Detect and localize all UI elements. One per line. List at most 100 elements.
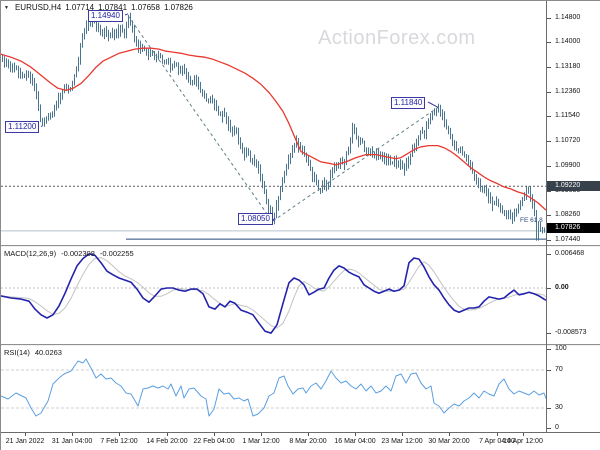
macd-panel: MACD(12,26,9) -0.002308 -0.002255 xyxy=(1,247,600,344)
symbol-timeframe-label: EURUSD,H4 xyxy=(14,3,62,12)
rsi-panel: RSI(14) 40.0263 xyxy=(1,346,600,432)
axis-tick-mark xyxy=(547,116,551,117)
time-axis-label: 31 Jan 04:00 xyxy=(51,438,93,445)
time-axis-label: 14 Feb 20:00 xyxy=(146,438,188,445)
axis-tick-mark xyxy=(547,42,551,43)
watermark: ActionForex.com xyxy=(318,27,476,49)
chart-title: ▼ EURUSD,H4 1.07714 1.07841 1.07658 1.07… xyxy=(4,3,193,12)
axis-tick-mark xyxy=(547,288,551,289)
swing-price-label[interactable]: 1.08050 xyxy=(238,213,273,225)
rsi-axis-tick-label: 0 xyxy=(555,424,559,431)
time-axis-label: 23 Mar 12:00 xyxy=(381,438,423,445)
price-axis-tick-label: 1.14000 xyxy=(555,38,581,45)
time-axis-label: 7 Feb 12:00 xyxy=(100,438,138,445)
swing-label-leader xyxy=(427,101,439,108)
macd-plot[interactable] xyxy=(1,247,546,344)
macd-axis-tick-label: 0.00 xyxy=(555,284,569,291)
plot-right-frame xyxy=(546,1,547,432)
time-axis-tick-mark xyxy=(261,433,262,436)
macd-signal-line xyxy=(1,257,546,329)
price-axis-tick-label: 1.14800 xyxy=(555,14,581,21)
time-axis-label: 8 Mar 20:00 xyxy=(289,438,327,445)
macd-axis-tick-label: -0.008573 xyxy=(555,329,587,336)
axis-tick-mark xyxy=(547,349,551,350)
time-axis-label: 1 Mar 12:00 xyxy=(242,438,280,445)
axis-tick-mark xyxy=(547,370,551,371)
axis-tick-mark xyxy=(547,92,551,93)
rsi-axis-tick-label: 100 xyxy=(555,345,567,352)
swing-price-label[interactable]: 1.11840 xyxy=(391,97,426,109)
rsi-axis-tick-label: 30 xyxy=(555,404,563,411)
price-axis[interactable]: 1.14800 1.14000 1.13180 1.12360 1.11540 1.107… xyxy=(547,1,600,245)
rsi-axis-tick-label: 70 xyxy=(555,366,563,373)
axis-tick-mark xyxy=(547,18,551,19)
time-axis-tick-mark xyxy=(449,433,450,436)
time-axis-label: 7 Apr 04:00 xyxy=(479,438,515,445)
price-axis-tick-label: 1.12360 xyxy=(555,88,581,95)
quote-high: 1.07841 xyxy=(98,3,128,12)
axis-tick-mark xyxy=(547,215,551,216)
axis-tick-mark xyxy=(547,141,551,142)
quote-low: 1.07658 xyxy=(131,3,160,12)
macd-label: MACD(12,26,9) -0.002308 -0.002255 xyxy=(4,249,134,258)
time-axis-label: 16 Mar 04:00 xyxy=(334,438,376,445)
axis-tick-mark xyxy=(547,240,551,241)
swing-price-label[interactable]: 1.11200 xyxy=(5,121,40,133)
time-axis-label: 21 Jan 2022 xyxy=(5,438,45,445)
price-axis-tick-label: 1.11540 xyxy=(555,112,580,119)
price-tag: 1.07826 xyxy=(547,223,600,233)
time-axis[interactable]: 21 Jan 2022 31 Jan 04:00 7 Feb 12:00 14 Feb… xyxy=(1,432,600,450)
trendline xyxy=(127,15,273,222)
price-tag: 1.09220 xyxy=(547,181,600,191)
swing-label-leader xyxy=(40,125,43,128)
time-axis-tick-mark xyxy=(308,433,309,436)
macd-name: MACD(12,26,9) xyxy=(4,249,57,258)
price-panel: ActionForex.com ▼ EURUSD,H4 1.07714 1.07… xyxy=(1,1,600,245)
moving-average-line xyxy=(1,47,546,211)
time-axis-label: 14 Apr 12:00 xyxy=(503,438,543,445)
trendline xyxy=(272,106,439,222)
macd-main-line xyxy=(1,253,546,334)
axis-tick-mark xyxy=(547,408,551,409)
price-axis-tick-label: 1.07440 xyxy=(555,236,581,243)
axis-tick-mark xyxy=(547,428,551,429)
dropdown-triangle-icon[interactable]: ▼ xyxy=(4,4,9,11)
macd-value-main: -0.002308 xyxy=(61,249,95,258)
rsi-line xyxy=(1,358,546,417)
price-axis-tick-label: 1.13180 xyxy=(555,63,581,70)
rsi-value: 40.0263 xyxy=(34,348,62,357)
time-axis-tick-mark xyxy=(25,433,26,436)
quote-close: 1.07826 xyxy=(163,3,193,12)
rsi-label: RSI(14) 40.0263 xyxy=(4,348,62,357)
axis-tick-mark xyxy=(547,67,551,68)
axis-tick-mark xyxy=(547,166,551,167)
time-axis-label: 30 Mar 20:00 xyxy=(428,438,470,445)
panel-separator[interactable] xyxy=(1,344,600,347)
price-axis-tick-label: 1.10720 xyxy=(555,137,581,144)
panel-separator[interactable] xyxy=(1,245,600,248)
price-axis-tick-label: 1.09900 xyxy=(555,162,581,169)
time-axis-tick-mark xyxy=(214,433,215,436)
time-axis-label: 22 Feb 04:00 xyxy=(193,438,235,445)
rsi-axis[interactable]: 100 70 30 0 xyxy=(547,345,600,432)
rsi-plot[interactable] xyxy=(1,346,546,432)
time-axis-tick-mark xyxy=(355,433,356,436)
fib-expansion-label[interactable]: FE 61.8 xyxy=(520,217,543,224)
price-axis-tick-label: 1.08260 xyxy=(555,211,581,218)
time-axis-tick-mark xyxy=(402,433,403,436)
time-axis-tick-mark xyxy=(119,433,120,436)
axis-tick-mark xyxy=(547,333,551,334)
rsi-name: RSI(14) xyxy=(4,348,30,357)
macd-axis-tick-label: 0.006468 xyxy=(555,250,585,257)
time-axis-tick-mark xyxy=(167,433,168,436)
swing-label-leader xyxy=(124,13,129,16)
macd-axis[interactable]: 0.006468 0.00 -0.008573 xyxy=(547,247,600,344)
time-axis-tick-mark xyxy=(497,433,498,436)
swing-price-label[interactable]: 1.14940 xyxy=(88,10,123,22)
axis-tick-mark xyxy=(547,191,551,192)
time-axis-tick-mark xyxy=(523,433,524,436)
quote-open: 1.07714 xyxy=(65,3,95,12)
time-axis-tick-mark xyxy=(72,433,73,436)
axis-tick-mark xyxy=(547,254,551,255)
